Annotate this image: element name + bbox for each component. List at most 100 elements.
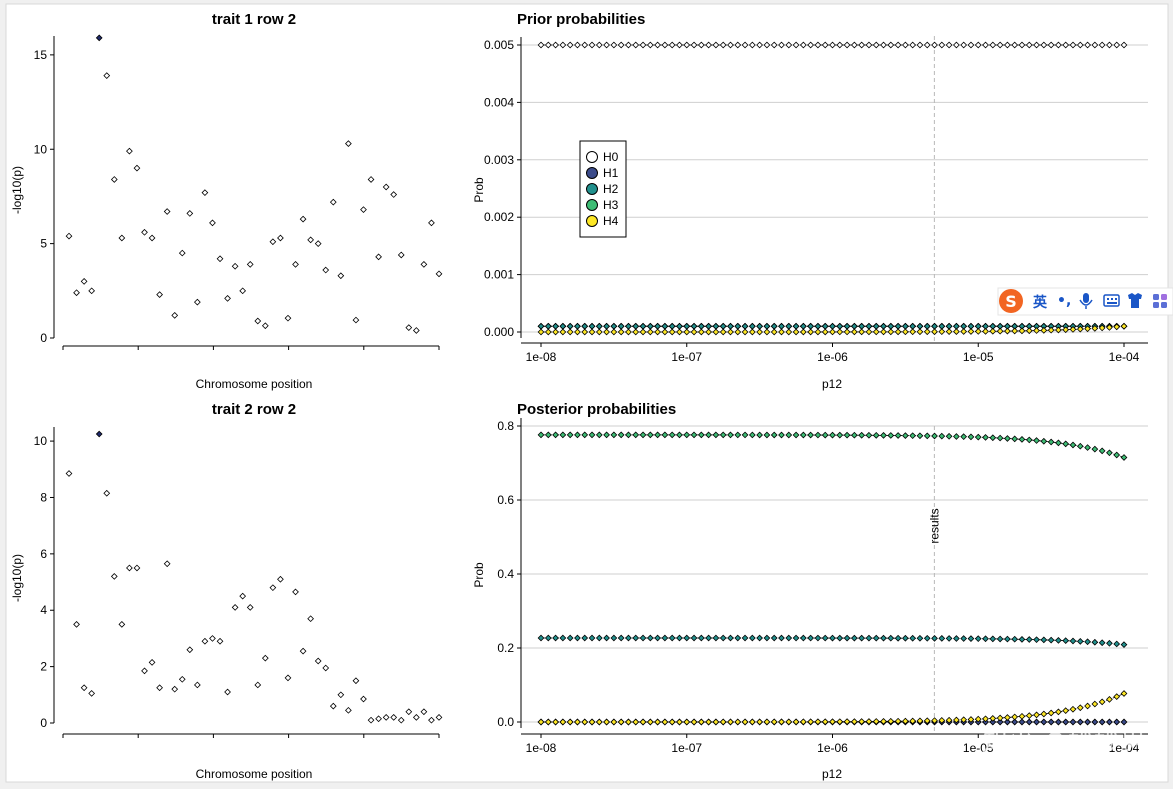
series-point-h4 [945, 716, 953, 724]
series-point-h4 [734, 328, 742, 336]
snp-point [118, 234, 126, 242]
series-point-h3 [1091, 445, 1099, 453]
series-point-h0 [727, 41, 734, 49]
series-point-h0 [799, 41, 807, 49]
posterior-probabilities-panel: Posterior probabilities p12 Prob 0.00.20… [472, 401, 1148, 781]
series-point-h4 [1098, 698, 1106, 706]
series-point-h3 [887, 432, 895, 439]
series-point-h4 [646, 328, 654, 336]
snp-point [80, 684, 88, 692]
series-point-h4 [1120, 690, 1128, 697]
posterior-vline: results [927, 426, 941, 734]
series-point-h3 [741, 431, 749, 439]
series-point-h4 [1055, 708, 1062, 716]
series-point-h0 [581, 41, 589, 49]
series-point-h4 [632, 328, 640, 336]
x-tick-label: 1e-04 [1109, 741, 1140, 755]
series-point-h4 [858, 718, 866, 725]
series-point-h4 [654, 718, 661, 726]
series-point-h3 [829, 431, 836, 439]
posterior-axes [520, 418, 1148, 735]
y-tick-label: 5 [40, 237, 47, 251]
series-point-h3 [836, 431, 844, 439]
series-point-h3 [858, 431, 866, 439]
series-point-h4 [683, 718, 691, 726]
trait1-xlabel: Chromosome position [196, 377, 313, 391]
series-point-h3 [989, 434, 997, 442]
series-point-h4 [748, 718, 756, 726]
series-point-h3 [1025, 436, 1033, 444]
snp-point [284, 674, 292, 682]
snp-point [352, 677, 360, 685]
series-point-h4 [1084, 702, 1091, 710]
snp-point [269, 238, 277, 246]
series-point-h2 [734, 634, 742, 642]
series-point-h4 [909, 328, 917, 336]
series-point-h4 [829, 718, 836, 726]
ime-punctuation-toggle[interactable]: •, [1057, 293, 1071, 309]
series-point-h0 [683, 41, 691, 49]
sogou-logo-icon[interactable] [999, 289, 1023, 313]
microphone-icon[interactable] [1079, 293, 1093, 309]
series-point-h2 [872, 634, 880, 642]
series-point-h0 [909, 41, 917, 49]
series-point-h3 [1076, 442, 1084, 450]
series-point-h3 [617, 431, 625, 439]
x-tick-label: 1e-07 [671, 741, 702, 755]
series-point-h0 [1091, 41, 1099, 49]
legend-swatch [586, 215, 598, 227]
series-point-h4 [544, 718, 552, 726]
series-point-h2 [668, 634, 676, 642]
series-point-h4 [603, 328, 610, 336]
snp-point [367, 176, 375, 183]
series-point-h3 [1098, 447, 1106, 455]
series-point-h0 [1084, 41, 1091, 49]
snp-point [412, 713, 420, 721]
apps-grid-icon[interactable] [1153, 294, 1167, 308]
snp-point [375, 253, 382, 261]
series-h3 [537, 431, 1128, 461]
prior-title: Prior probabilities [517, 11, 645, 28]
series-point-h4 [894, 717, 902, 725]
series-point-h0 [865, 41, 873, 49]
series-point-h3 [1047, 438, 1055, 446]
series-point-h4 [836, 718, 844, 726]
series-point-h4 [661, 718, 669, 726]
series-point-h3 [697, 431, 705, 439]
series-point-h4 [1076, 325, 1084, 333]
series-point-h4 [887, 717, 895, 725]
legend-item-h1: H1 [586, 166, 619, 180]
snp-point [141, 667, 148, 675]
series-point-h4 [778, 718, 785, 726]
snp-point [65, 470, 73, 477]
ime-lang-toggle[interactable]: 英 [1032, 294, 1048, 311]
series-point-h0 [1004, 41, 1011, 49]
snp-point [156, 291, 163, 298]
series-point-h4 [982, 715, 989, 723]
lead-snp-point [95, 430, 103, 438]
series-point-h0 [938, 41, 946, 49]
snp-point [194, 681, 201, 689]
legend-label: H3 [603, 198, 619, 212]
series-point-h4 [581, 328, 589, 336]
series-point-h3 [799, 431, 807, 439]
series-point-h2 [931, 634, 938, 642]
snp-point [103, 72, 111, 80]
series-point-h4 [770, 718, 778, 726]
series-point-h4 [916, 717, 924, 725]
series-point-h4 [1004, 327, 1011, 335]
series-point-h3 [552, 431, 559, 439]
series-point-h4 [938, 717, 946, 724]
series-point-h0 [1106, 41, 1113, 49]
keyboard-icon[interactable] [1103, 294, 1120, 307]
series-point-h4 [843, 718, 851, 726]
series-point-h4 [625, 328, 632, 336]
snp-point [178, 675, 186, 683]
series-point-h3 [1018, 436, 1026, 443]
plot-area-background [5, 3, 1169, 783]
ime-toolbar[interactable]: S 英 •, [997, 287, 1173, 316]
series-point-h2 [1084, 638, 1091, 646]
skin-shirt-icon[interactable] [1128, 293, 1142, 308]
series-point-h2 [1011, 635, 1019, 643]
